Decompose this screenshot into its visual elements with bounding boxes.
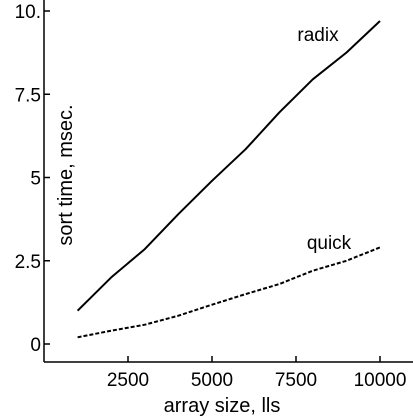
y-tick-label: 0 — [30, 335, 41, 356]
x-tick-label: 5000 — [191, 370, 233, 391]
series-line-radix — [76, 20, 381, 312]
axes — [43, 0, 413, 363]
y-axis-title: sort time, msec. — [55, 104, 77, 245]
y-tick-label: 7.5 — [15, 85, 41, 106]
x-tick-label: 7500 — [275, 370, 317, 391]
series-label-quick: quick — [307, 233, 352, 254]
y-tick-label: 2.5 — [15, 252, 41, 273]
series-layer: radix quick — [76, 20, 381, 339]
y-tick-label: 10. — [15, 2, 41, 23]
x-axis-title: array size, lls — [164, 395, 281, 417]
series-label-radix: radix — [297, 25, 339, 46]
x-tick-label: 2500 — [107, 370, 149, 391]
x-tick-label: 10000 — [354, 370, 407, 391]
y-tick-label: 5 — [30, 169, 41, 190]
ticks: 0 2.5 5 7.5 10. 2500 5000 7500 10000 — [15, 2, 407, 391]
series-line-quick — [77, 246, 381, 339]
